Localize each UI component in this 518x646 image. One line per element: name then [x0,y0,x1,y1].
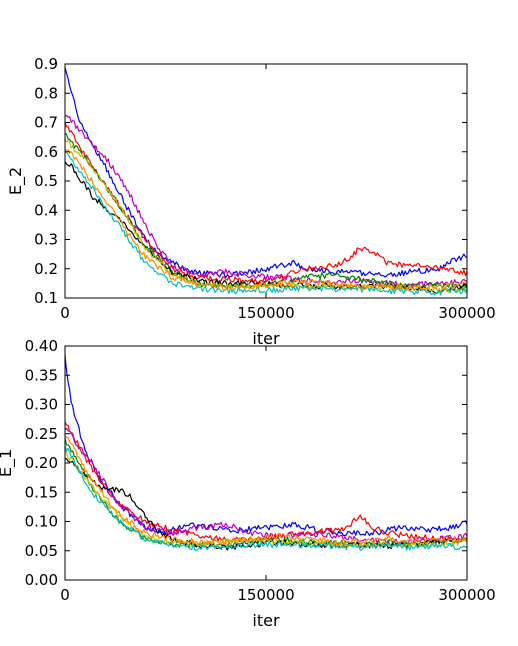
chart-e2-y-tick-label: 0.5 [34,172,58,190]
chart-e2-y-tick-label: 0.8 [34,84,58,102]
chart-e2-y-tick-label: 0.2 [34,260,58,278]
chart-e1-x-tick-label: 300000 [438,586,495,604]
chart-e1-series-line-7 [64,445,468,552]
chart-e1-series-layer [64,354,468,552]
chart-e1-y-tick-label: 0.15 [25,483,58,501]
chart-e1-panel: 0 150000 300000 0.000.050.100.150.200.250.… [0,337,496,630]
chart-e1-y-tick-label: 0.40 [25,337,58,355]
chart-e1-y-tick-label: 0.30 [25,396,58,414]
chart-e2-x-tick-label: 300000 [438,304,495,322]
chart-e2-series-line-8 [64,148,468,291]
chart-e2-panel: 0 150000 300000 0.10.20.30.40.50.60.70.80.… [6,55,496,348]
chart-e1-x-tick-label: 0 [60,586,70,604]
chart-e2-y-tick-label: 0.4 [34,201,58,219]
chart-e1-y-tick-label: 0.25 [25,425,58,443]
chart-e2-y-ticks: 0.1 0.2 0.3 0.4 0.5 0.6 0.7 0.8 0.9 [34,55,467,307]
chart-e1-x-axis-label: iter [252,611,280,630]
chart-e2-y-tick-label: 0.6 [34,143,58,161]
chart-e1-y-tick-label: 0.05 [25,542,58,560]
chart-e1-x-ticks: 0 150000 300000 [60,346,496,604]
chart-e2-x-ticks: 0 150000 300000 [60,64,496,322]
chart-e1-y-axis-label: E_1 [0,449,16,477]
chart-e2-series-line-7 [65,151,468,296]
chart-e1-series-line-8 [64,435,468,546]
chart-e2-x-axis-label: iter [252,329,280,348]
chart-e1-series-line-3 [64,427,468,545]
chart-e2-x-tick-label: 150000 [237,304,294,322]
chart-e1-y-tick-label: 0.35 [25,366,58,384]
chart-e2-series-line-1 [64,67,468,278]
chart-e1-x-tick-label: 150000 [237,586,294,604]
chart-e2-y-tick-label: 0.1 [34,289,58,307]
chart-e2-y-tick-label: 0.3 [34,231,58,249]
chart-e2-y-tick-label: 0.7 [34,114,58,132]
chart-e1-y-tick-label: 0.20 [25,454,58,472]
chart-e2-y-axis-label: E_2 [6,167,26,195]
chart-e1-y-ticks: 0.00 0.05 0.10 0.15 0.20 0.25 0.30 0.35 0.40 [25,337,467,589]
chart-e1-y-tick-label: 0.00 [25,571,58,589]
chart-e2-x-tick-label: 0 [60,304,70,322]
chart-e2-series-layer [64,67,468,296]
chart-e2-y-tick-label: 0.9 [34,55,58,73]
chart-e1-y-tick-label: 0.10 [25,513,58,531]
